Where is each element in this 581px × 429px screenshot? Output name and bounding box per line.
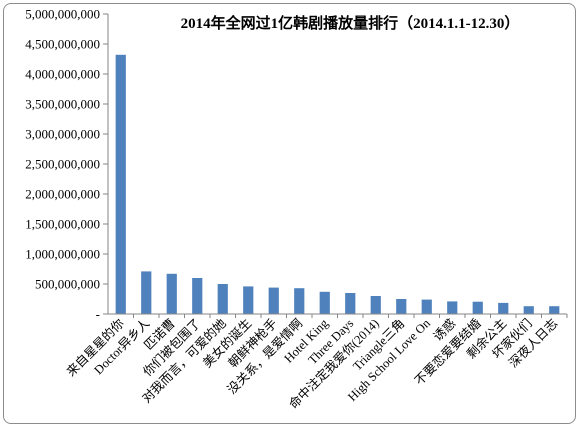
bar [498, 302, 509, 314]
bar [523, 306, 534, 314]
x-axis-ticks: 来自星星的你Doctor异乡人匹诺曹你们被包围了对我而言，可爱的她美女的诞生朝鲜… [63, 314, 568, 412]
bar [319, 291, 330, 314]
bar [447, 301, 458, 314]
y-tick-label: 1,500,000,000 [25, 217, 100, 232]
bar [345, 293, 356, 314]
chart-title: 2014年全网过1亿韩剧播放量排行（2014.1.1-12.30） [181, 14, 520, 32]
y-tick-label: 1,000,000,000 [25, 247, 100, 262]
bar [192, 278, 203, 314]
bar [268, 287, 279, 314]
y-tick-label: 4,500,000,000 [25, 37, 100, 52]
y-axis-ticks: - 500,000,000 1,000,000,000 1,500,000,000 2,… [25, 7, 108, 322]
y-tick-label: 4,000,000,000 [25, 67, 100, 82]
bars [115, 54, 560, 315]
y-tick-label: 5,000,000,000 [25, 7, 100, 22]
bar [294, 288, 305, 314]
bar [115, 54, 126, 315]
y-tick-label: 3,500,000,000 [25, 97, 100, 112]
bar [243, 286, 254, 314]
bar [549, 306, 560, 314]
y-tick-label: 2,000,000,000 [25, 187, 100, 202]
y-tick-label: - [96, 307, 100, 322]
y-tick-label: 3,000,000,000 [25, 127, 100, 142]
bar [421, 299, 432, 314]
y-tick-label: 2,500,000,000 [25, 157, 100, 172]
chart-frame [3, 3, 576, 424]
bar [472, 301, 483, 314]
bar [370, 296, 381, 314]
bar [396, 299, 407, 314]
y-tick-label: 500,000,000 [35, 277, 100, 292]
bar [217, 284, 228, 314]
bar [141, 271, 152, 314]
bar [166, 273, 177, 314]
